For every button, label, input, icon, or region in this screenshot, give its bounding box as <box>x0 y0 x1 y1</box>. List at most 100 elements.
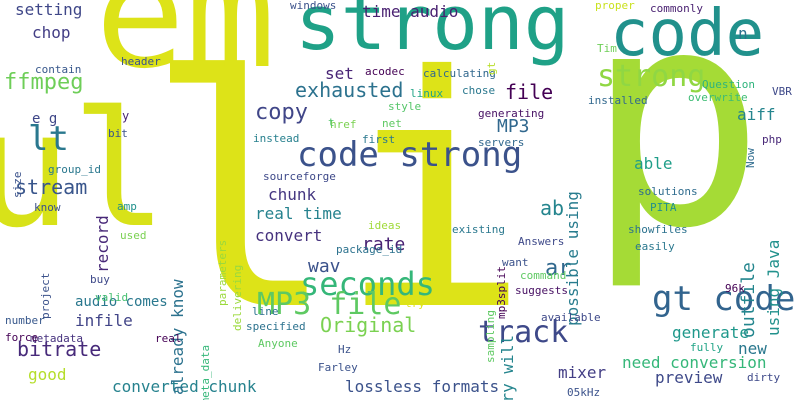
cloud-word: record <box>93 214 112 273</box>
cloud-word: chop <box>32 23 71 42</box>
cloud-word: know <box>34 201 61 214</box>
cloud-word: proper <box>595 0 635 12</box>
cloud-word: code <box>610 0 765 71</box>
cloud-word: buy <box>90 273 110 286</box>
cloud-word: stream <box>15 175 88 199</box>
cloud-word: ul <box>0 76 168 263</box>
cloud-word: audio comes <box>75 294 168 310</box>
cloud-word: exhausted <box>295 78 404 102</box>
cloud-word: servers <box>478 136 525 149</box>
cloud-word: try <box>405 297 425 310</box>
cloud-word: header <box>121 55 161 68</box>
cloud-word: Tim <box>597 42 617 55</box>
cloud-word: y <box>122 109 130 123</box>
cloud-word: installed <box>588 94 648 107</box>
cloud-word: generating <box>478 107 545 120</box>
cloud-word: ffmpeg <box>4 70 84 95</box>
cloud-word: suggests <box>515 284 568 297</box>
cloud-word: time audio <box>362 2 459 21</box>
cloud-word: real <box>155 332 182 345</box>
cloud-word: map_meta_data <box>199 344 212 400</box>
cloud-word: fully <box>690 341 724 354</box>
cloud-word: code strong <box>297 135 523 175</box>
cloud-word: valid <box>95 291 129 304</box>
cloud-word: em <box>95 0 276 102</box>
cloud-word: amp <box>117 200 137 213</box>
cloud-word: line <box>252 305 279 318</box>
cloud-word: chunk <box>268 185 317 204</box>
cloud-word: bit <box>108 127 128 140</box>
cloud-word: chose <box>462 84 496 97</box>
cloud-word: PITA <box>650 201 677 214</box>
cloud-word: possible using <box>563 191 582 327</box>
cloud-word: strong <box>295 0 570 67</box>
cloud-word: aiff <box>737 105 776 124</box>
cloud-word: linux <box>410 87 444 100</box>
cloud-word: VBR <box>772 85 792 98</box>
cloud-word: easily <box>635 240 675 253</box>
cloud-word: mp3split <box>495 265 508 319</box>
cloud-word: strong <box>597 59 706 94</box>
cloud-word: lossless formats <box>345 377 500 396</box>
cloud-word: acodec <box>365 65 405 78</box>
cloud-word: copy <box>255 100 308 125</box>
cloud-word: solutions <box>638 185 698 198</box>
cloud-word: contain <box>35 63 82 76</box>
cloud-word: ideas <box>368 219 402 232</box>
cloud-word: net <box>382 117 402 130</box>
cloud-word: sampling <box>484 309 497 363</box>
cloud-word: Hz <box>338 343 352 356</box>
cloud-word: want <box>502 256 529 269</box>
cloud-word: need conversion <box>622 353 767 372</box>
cloud-word: rate <box>362 234 406 255</box>
cloud-word: ab <box>540 196 565 220</box>
cloud-word: Now <box>744 147 757 168</box>
cloud-word: converted chunk <box>112 377 257 396</box>
cloud-word: Anyone <box>258 337 298 350</box>
cloud-word: bitrate <box>17 337 102 361</box>
cloud-word: size <box>11 171 24 199</box>
cloud-word: new <box>738 339 767 358</box>
cloud-word: MP3 file <box>257 287 402 322</box>
cloud-word: set <box>325 64 354 83</box>
cloud-word: number <box>5 314 45 327</box>
cloud-word: preview <box>655 368 723 387</box>
cloud-word: calculating <box>423 67 496 80</box>
cloud-word: Answers <box>518 235 565 248</box>
cloud-word: project <box>39 272 52 320</box>
cloud-word: Farley <box>318 361 358 374</box>
cloud-word: delivering <box>231 264 244 331</box>
cloud-word: showfiles <box>628 223 688 236</box>
cloud-word: e g <box>32 111 58 127</box>
cloud-word: windows <box>290 0 337 12</box>
cloud-word: 05kHz <box>567 386 601 399</box>
cloud-word: overwrite <box>688 91 748 104</box>
cloud-word: style <box>388 100 422 113</box>
cloud-word: href <box>330 118 357 131</box>
cloud-word: n <box>738 24 748 43</box>
cloud-word: metadata <box>30 332 83 345</box>
cloud-word: first <box>362 133 396 146</box>
cloud-word: infile <box>75 311 133 330</box>
cloud-word: gt <box>485 61 498 76</box>
cloud-word: good <box>28 365 67 384</box>
cloud-word: command <box>520 269 567 282</box>
cloud-word: mixer <box>558 363 607 382</box>
cloud-word: t <box>328 116 335 129</box>
cloud-word: MP3 <box>497 116 530 137</box>
cloud-word: file <box>505 80 554 104</box>
cloud-word: seconds <box>300 265 435 303</box>
cloud-word: specified <box>246 320 306 333</box>
cloud-word: using Java <box>764 239 783 336</box>
cloud-word: generate <box>672 323 750 342</box>
cloud-word: Original <box>320 313 417 337</box>
cloud-word: gt code <box>652 279 796 319</box>
cloud-word: instead <box>253 132 300 145</box>
cloud-word: Question <box>702 78 755 91</box>
cloud-word: dirty <box>747 371 781 384</box>
cloud-word: convert <box>255 226 323 245</box>
cloud-word: parameters <box>216 239 229 306</box>
cloud-word: force <box>5 331 39 344</box>
cloud-word: commonly <box>650 2 703 15</box>
